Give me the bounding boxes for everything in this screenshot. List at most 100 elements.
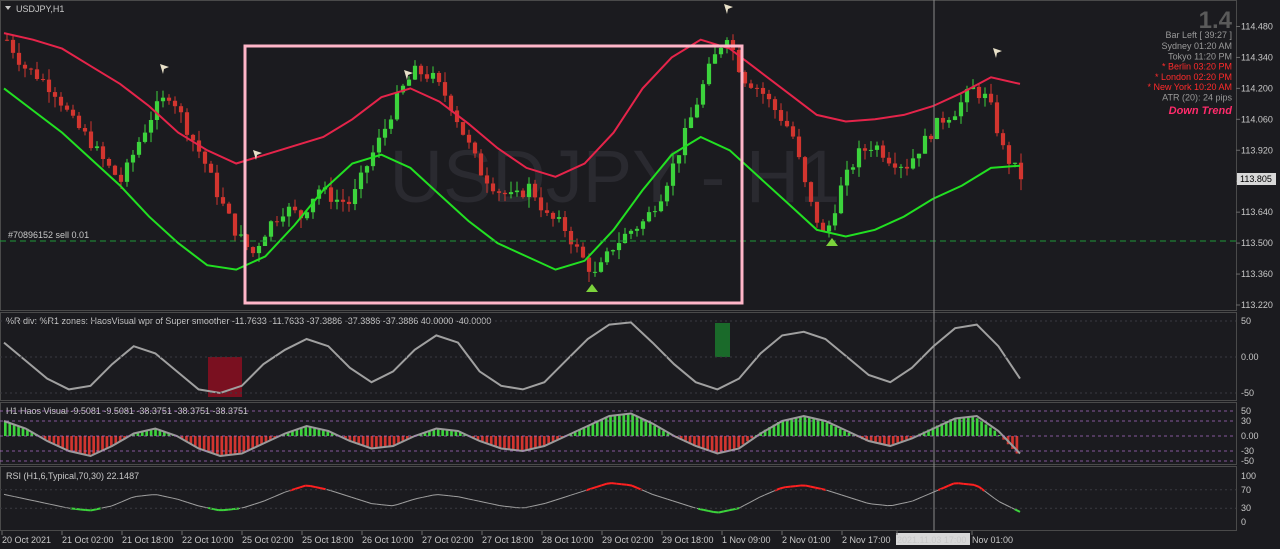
price-tick-label: 113.640 [1241, 207, 1273, 217]
rsi-segment [937, 486, 944, 491]
price-tick-label: 113.500 [1241, 238, 1273, 248]
candle-body [268, 221, 274, 237]
haos-bar [476, 436, 480, 441]
haos-bar [61, 436, 65, 448]
time-tick-label: 27 Oct 02:00 [422, 535, 474, 545]
haos-bar [874, 436, 877, 444]
rsi-segment [19, 497, 25, 500]
rsi-segment [24, 498, 30, 501]
rsi-segment [682, 503, 689, 507]
candle-body [580, 246, 586, 258]
price-panel[interactable]: #70896152 sell 0.01 USDJPY,H1 [0, 4, 1236, 305]
rsi-segment [999, 501, 1005, 505]
haos-bar [896, 436, 899, 443]
rsi-segment [478, 500, 485, 503]
rsi-segment [718, 510, 725, 514]
rsi-tick-label: 30 [1241, 503, 1251, 513]
haos-bar [587, 425, 590, 436]
candle-body [544, 210, 550, 213]
rsi-segment [1009, 506, 1016, 510]
chevron-down-icon[interactable] [5, 6, 11, 10]
rsi-segment [243, 505, 250, 508]
rsi-segment [80, 508, 86, 511]
candle-body [430, 72, 436, 79]
rsi-segment [340, 493, 347, 496]
haos-tick-label: -30 [1241, 446, 1254, 456]
wpr-zone-bear [208, 357, 242, 397]
time-tick-label: Nov 01:00 [972, 535, 1013, 545]
candle-body [310, 198, 316, 213]
rsi-segment [254, 502, 260, 505]
rsi-segment [172, 497, 178, 500]
rsi-segment [213, 508, 219, 512]
price-tick-label: 113.920 [1241, 145, 1273, 155]
rsi-segment [509, 506, 515, 508]
rsi-segment [514, 506, 520, 509]
candle-body [64, 105, 70, 110]
haos-bar [984, 424, 988, 436]
rsi-segment [933, 489, 939, 493]
candle-body [550, 212, 556, 219]
candle-body [52, 92, 58, 97]
haos-bar [83, 436, 87, 455]
candle-body [838, 185, 844, 214]
candle-body [886, 157, 892, 164]
candle-body [634, 228, 640, 231]
candle-body [628, 230, 634, 234]
candle-body [598, 262, 604, 272]
haos-bar [423, 432, 427, 436]
candle-body [796, 136, 802, 158]
haos-bar [900, 436, 904, 442]
candle-body [592, 271, 598, 273]
haos-bar [70, 436, 73, 452]
rsi-segment [371, 503, 377, 505]
rsi-segment [361, 499, 367, 503]
haos-bar [534, 436, 537, 448]
rsi-segment [723, 509, 730, 513]
candle-body [418, 65, 424, 75]
wpr-panel[interactable]: %R div: %R1 zones: HaosVisual wpr of Sup… [0, 316, 1259, 398]
haos-bar [397, 436, 400, 444]
haos-bar [724, 436, 727, 452]
candle-body [700, 84, 706, 105]
rsi-panel[interactable]: RSI (H1,6,Typical,70,30) 22.1487 100 70 30… [0, 471, 1256, 527]
candle-body [754, 87, 760, 89]
haos-bar [485, 436, 489, 444]
rsi-segment [973, 483, 980, 488]
candle-body [4, 39, 10, 41]
candle-body [1006, 145, 1012, 164]
candle-body [286, 206, 292, 217]
haos-bar [883, 436, 886, 446]
info-row: * New York 10:20 AM [1147, 82, 1232, 92]
haos-bar [17, 425, 20, 436]
candle-body [1018, 162, 1024, 180]
candle-body [1012, 162, 1018, 164]
candle-body [172, 100, 178, 107]
candle-body [772, 99, 778, 111]
rsi-segment [815, 486, 822, 490]
haos-bar [260, 436, 263, 445]
rsi-segment [443, 494, 449, 497]
rsi-segment [1014, 508, 1021, 513]
candle-body [682, 127, 688, 156]
rsi-segment [580, 489, 587, 493]
rsi-segment [177, 498, 183, 502]
rsi-segment [468, 498, 474, 501]
haos-bar [255, 436, 259, 447]
candle-body [256, 246, 262, 254]
rsi-segment [672, 500, 679, 503]
haos-panel[interactable]: H1 Haos Visual -9.5081 -9.5081 -38.3751 … [0, 406, 1259, 466]
rsi-segment [529, 505, 536, 508]
haos-bar [242, 436, 246, 453]
haos-bar [92, 436, 95, 455]
candle-body [28, 68, 34, 70]
candle-body [670, 163, 676, 186]
rsi-segment [49, 503, 56, 506]
candle-body [898, 166, 904, 168]
haos-bar [114, 436, 118, 445]
haos-bar [299, 427, 303, 436]
haos-bar [105, 436, 109, 449]
haos-bar [21, 427, 25, 436]
